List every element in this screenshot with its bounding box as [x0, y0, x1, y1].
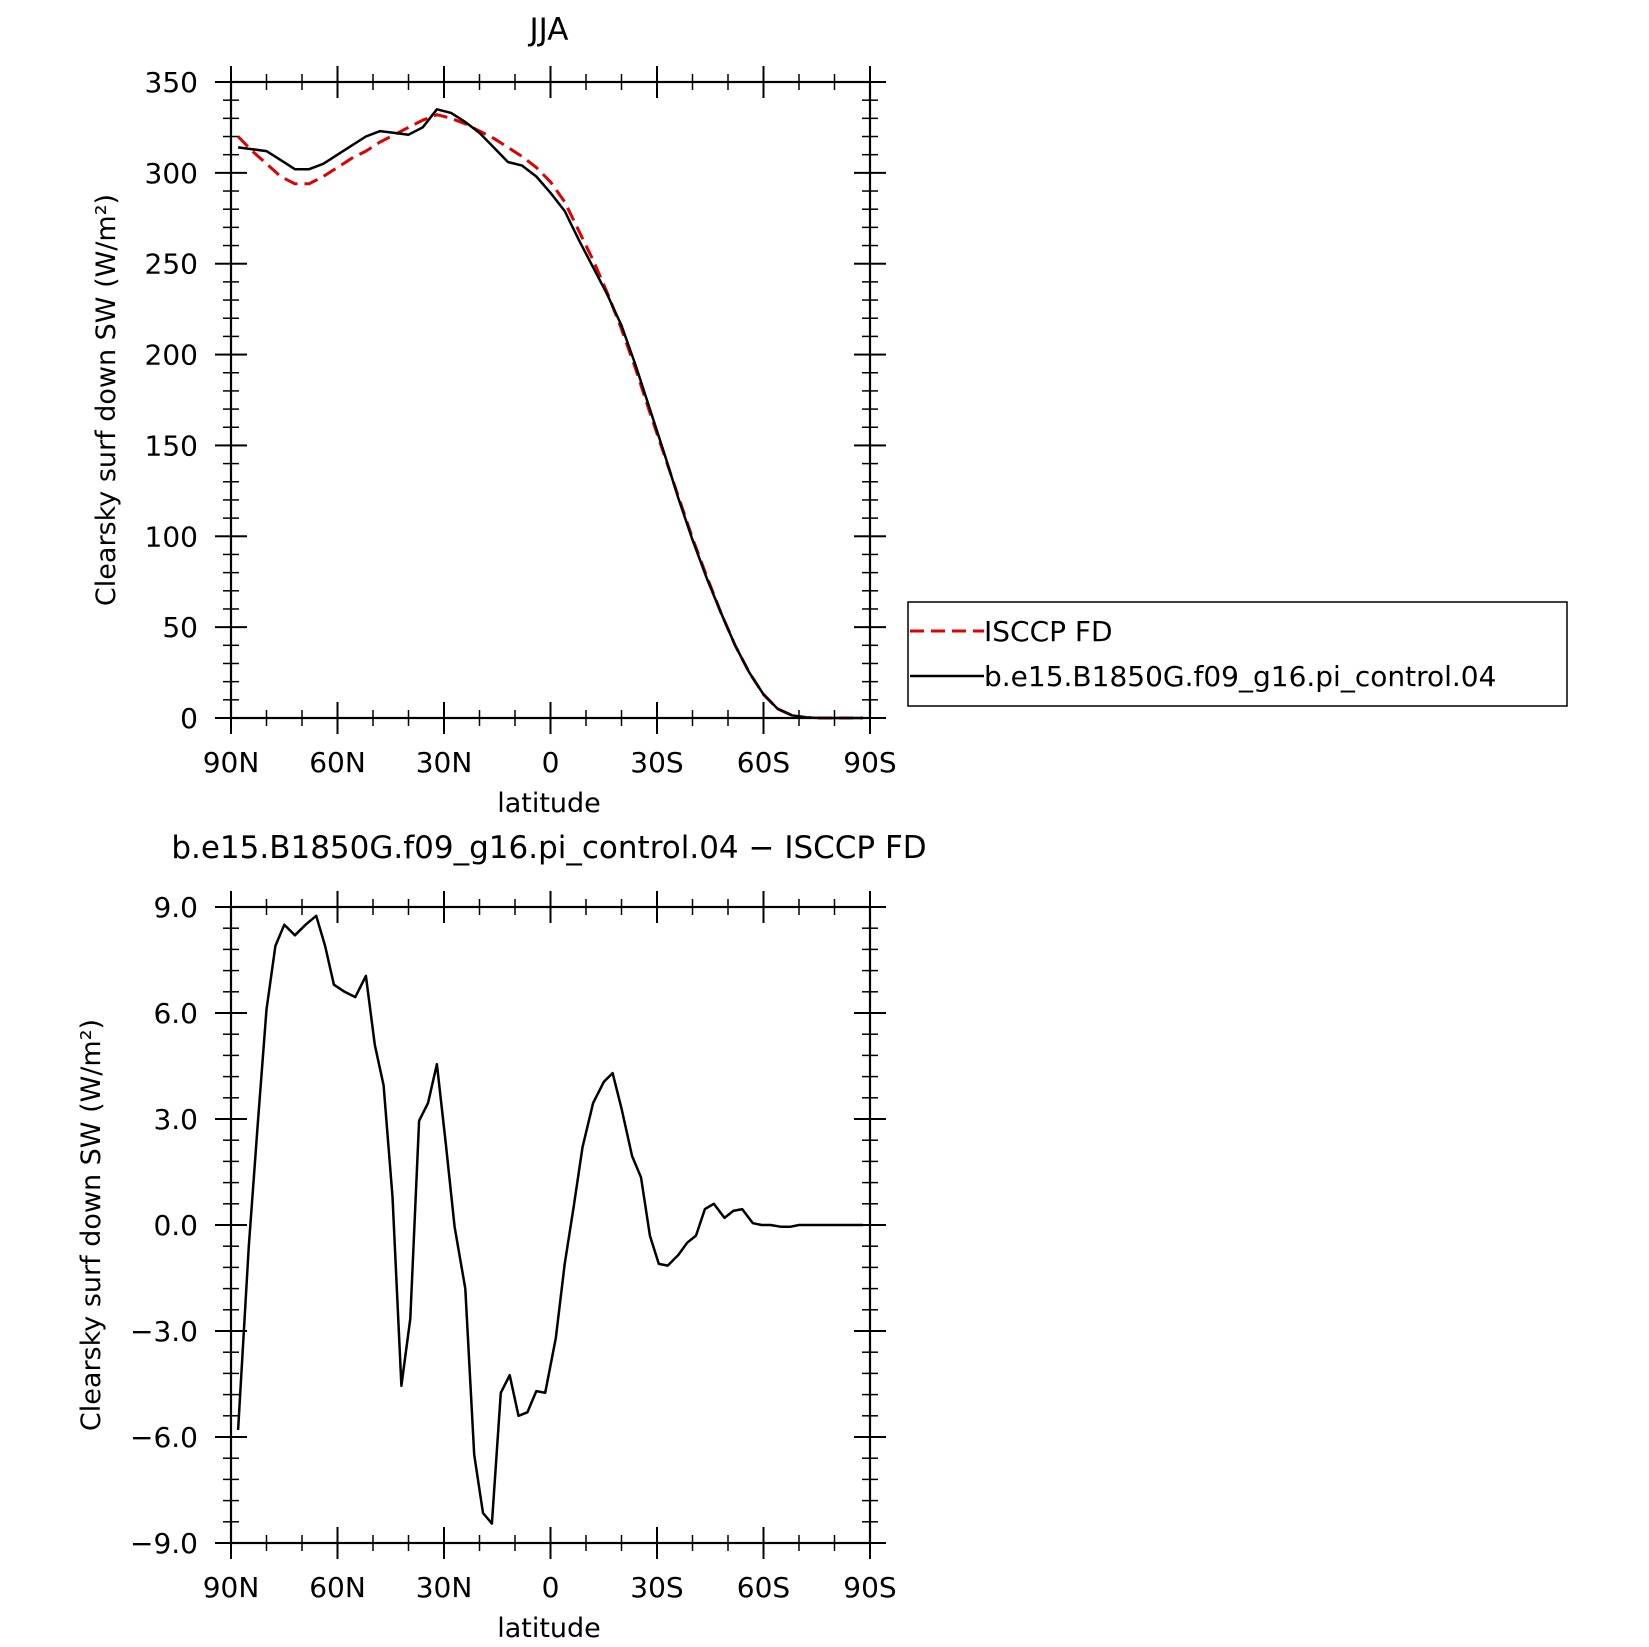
legend-label-isccp-fd: ISCCP FD [984, 615, 1113, 648]
difference-chart: b.e15.B1850G.f09_g16.pi_control.04 − ISC… [76, 830, 927, 1644]
legend: ISCCP FD b.e15.B1850G.f09_g16.pi_control… [907, 601, 1568, 707]
y-tick-label: −3.0 [130, 1315, 198, 1348]
legend-box [907, 601, 1568, 707]
y-tick-label: 200 [145, 339, 198, 372]
x-tick-label: 0 [542, 746, 560, 779]
y-axis-label: Clearsky surf down SW (W/m²) [76, 1019, 107, 1431]
series-lines [236, 914, 863, 1525]
chart-title: b.e15.B1850G.f09_g16.pi_control.04 − ISC… [171, 830, 926, 866]
y-tick-label: 150 [145, 429, 198, 462]
x-tick-label: 90N [203, 1571, 260, 1604]
tick-labels: 90N 60N 30N 0 30S 60S 90S 0 50 100 150 200 250 300 350 [145, 66, 897, 779]
x-tick-label: 60N [309, 1571, 366, 1604]
y-tick-label: −9.0 [130, 1527, 198, 1560]
x-tick-label: 90N [203, 746, 260, 779]
x-tick-label: 60S [737, 1571, 790, 1604]
plot-frame [229, 80, 872, 720]
tick-labels: 90N 60N 30N 0 30S 60S 90S −9.0 −6.0 −3.0 0.0 3.0 6.0… [130, 891, 897, 1604]
series-line-0 [237, 113, 863, 720]
plot-frame [229, 905, 872, 1545]
y-tick-label: 50 [162, 611, 198, 644]
axis-ticks [215, 66, 886, 734]
x-tick-label: 30S [630, 1571, 683, 1604]
series-lines [237, 108, 863, 720]
y-tick-label: 100 [145, 520, 198, 553]
x-axis-label: latitude [497, 1613, 601, 1644]
y-axis-label: Clearsky surf down SW (W/m²) [91, 194, 122, 606]
x-tick-label: 90S [843, 1571, 896, 1604]
x-tick-label: 60S [737, 746, 790, 779]
chart-title: JJA [528, 12, 569, 48]
y-tick-label: 350 [145, 66, 198, 99]
x-tick-label: 60N [309, 746, 366, 779]
series-line-0 [236, 914, 863, 1525]
x-tick-label: 30S [630, 746, 683, 779]
y-tick-label: 250 [145, 248, 198, 281]
y-tick-label: 0.0 [153, 1209, 198, 1242]
y-tick-label: 300 [145, 157, 198, 190]
x-axis-label: latitude [497, 788, 601, 819]
y-tick-label: 3.0 [153, 1103, 198, 1136]
y-tick-label: −6.0 [130, 1421, 198, 1454]
y-tick-label: 9.0 [153, 891, 198, 924]
x-tick-label: 30N [416, 746, 473, 779]
axis-ticks [215, 891, 886, 1559]
series-line-1 [237, 108, 863, 720]
y-tick-label: 6.0 [153, 997, 198, 1030]
y-tick-label: 0 [180, 702, 198, 735]
x-tick-label: 30N [416, 1571, 473, 1604]
x-tick-label: 0 [542, 1571, 560, 1604]
latitude-profile-chart: JJA 90N 60N 30N 0 30S 60S 90S 0 50 100 150 200 250 30… [91, 12, 1568, 819]
x-tick-label: 90S [843, 746, 896, 779]
legend-label-model: b.e15.B1850G.f09_g16.pi_control.04 [984, 660, 1496, 693]
